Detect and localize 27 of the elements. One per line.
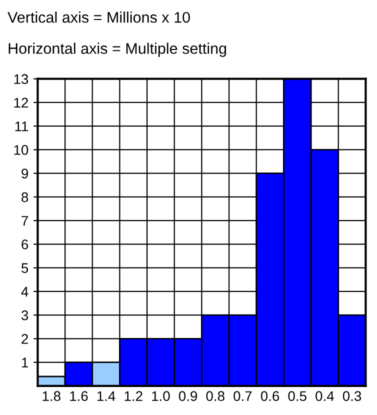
y-tick-label: 5 xyxy=(22,263,28,274)
y-tick-label: 12 xyxy=(14,98,28,108)
x-tick-label: 1.2 xyxy=(124,391,142,401)
y-tick-label: 11 xyxy=(15,122,28,132)
chart-title: Vertical axis = Millions x 10 xyxy=(8,12,190,23)
x-tick-label: 1.6 xyxy=(70,391,88,402)
y-tick-label: 10 xyxy=(14,145,28,155)
y-tick-label: 3 xyxy=(21,310,28,320)
y-tick-label: 9 xyxy=(22,168,28,179)
x-tick-label: 0.7 xyxy=(234,391,252,402)
y-tick-label: 6 xyxy=(22,240,28,250)
x-tick-label: 0.5 xyxy=(288,391,306,402)
x-tick-label: 1.4 xyxy=(97,391,116,401)
y-tick-label: 4 xyxy=(21,286,28,296)
y-tick-label: 1 xyxy=(22,358,28,368)
x-tick-label: 0.8 xyxy=(206,391,224,402)
x-tick-label: 1.0 xyxy=(152,391,170,402)
x-tick-label: 0.3 xyxy=(342,391,362,402)
x-tick-label: 0.9 xyxy=(178,391,198,402)
x-tick-label: 0.4 xyxy=(316,391,334,402)
x-tick-label: 1.8 xyxy=(42,391,60,402)
y-tick-label: 2 xyxy=(22,334,28,344)
y-tick-label: 8 xyxy=(22,192,28,202)
chart-subtitle: Horizontal axis = Multiple setting xyxy=(8,42,226,57)
x-tick-label: 0.6 xyxy=(260,391,280,402)
y-tick-label: 13 xyxy=(14,74,28,84)
y-tick-label: 7 xyxy=(22,216,28,226)
